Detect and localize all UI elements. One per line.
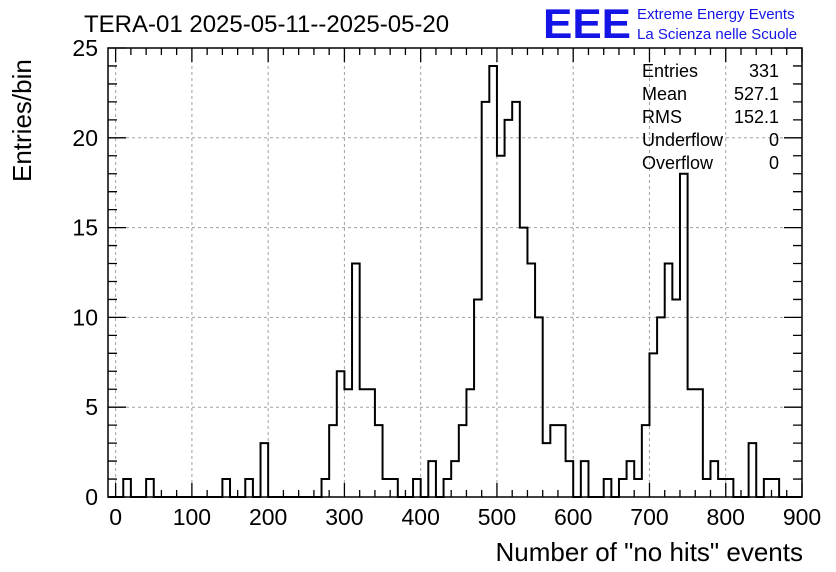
logo-line-1: Extreme Energy Events xyxy=(637,6,795,23)
histogram-bin xyxy=(482,102,490,497)
x-tick-label: 600 xyxy=(554,504,592,530)
histogram-outline xyxy=(108,64,802,498)
histogram-bin xyxy=(619,479,627,497)
histogram-bin xyxy=(566,461,574,497)
histogram-bin xyxy=(718,479,726,497)
histogram-bin xyxy=(322,479,330,497)
stats-value: 0 xyxy=(769,153,779,173)
histogram-bin xyxy=(512,102,520,497)
y-tick-label: 25 xyxy=(72,35,98,61)
x-tick-label: 700 xyxy=(630,504,668,530)
histogram-bin xyxy=(710,461,718,497)
tick-labels: 0 100 200 300 400 500 600 700 800 900 0 5 10 15 20 25 xyxy=(72,35,821,530)
axis-ticks xyxy=(108,47,803,498)
histogram-bin xyxy=(558,425,566,497)
plot-frame xyxy=(107,47,803,498)
histogram-bin xyxy=(413,479,421,497)
histogram-bin xyxy=(329,425,337,497)
histogram-bin xyxy=(627,461,635,497)
histogram-bin xyxy=(390,479,398,497)
histogram-bin xyxy=(520,228,528,497)
x-tick-label: 100 xyxy=(173,504,211,530)
stats-label: Entries xyxy=(642,61,698,81)
histogram-bin xyxy=(703,479,711,497)
tick-marks xyxy=(108,47,803,498)
stats-label: RMS xyxy=(642,107,682,127)
histogram-bin xyxy=(474,299,482,497)
histogram-bin xyxy=(489,66,497,497)
stats-box: Entries 331 Mean 527.1 RMS 152.1 Underflow 0 Ove… xyxy=(642,61,779,173)
histogram-bin xyxy=(497,156,505,497)
histogram-bin xyxy=(764,479,772,497)
histogram-bin xyxy=(543,443,551,497)
x-tick-label: 400 xyxy=(401,504,439,530)
histogram-bin xyxy=(444,479,452,497)
x-tick-label: 0 xyxy=(109,504,122,530)
histogram-bin xyxy=(146,479,154,497)
stats-label: Mean xyxy=(642,84,687,104)
histogram-bin xyxy=(245,479,253,497)
histogram-bin xyxy=(451,461,459,497)
y-tick-label: 20 xyxy=(72,125,98,151)
histogram-bin xyxy=(695,389,703,497)
histogram-bin xyxy=(657,317,665,497)
histogram-bin xyxy=(535,317,543,497)
logo-line-2: La Scienza nelle Scuole xyxy=(637,26,797,43)
histogram-bin xyxy=(581,461,589,497)
histogram-bin xyxy=(459,425,467,497)
y-tick-label: 5 xyxy=(85,394,98,420)
stats-value: 0 xyxy=(769,130,779,150)
histogram-bin xyxy=(428,461,436,497)
histogram-bin xyxy=(375,425,383,497)
histogram-bin xyxy=(634,479,642,497)
histogram-bars xyxy=(108,64,802,498)
chart-title: TERA-01 2025-05-11--2025-05-20 xyxy=(84,11,449,38)
histogram-bin xyxy=(505,120,513,497)
x-tick-label: 300 xyxy=(325,504,363,530)
histogram-bin xyxy=(665,264,673,497)
eee-logo: EEE Extreme Energy Events La Scienza nel… xyxy=(543,0,797,47)
histogram-bin xyxy=(344,389,352,497)
histogram-bin xyxy=(466,389,474,497)
histogram-bin xyxy=(642,425,650,497)
histogram-bin xyxy=(222,479,230,497)
histogram-bin xyxy=(680,174,688,497)
histogram-bin xyxy=(367,389,375,497)
histogram-bin xyxy=(604,479,612,497)
stats-value: 152.1 xyxy=(734,107,779,127)
x-tick-label: 200 xyxy=(249,504,287,530)
histogram-bin xyxy=(527,264,535,497)
histogram-bin xyxy=(726,479,734,497)
x-tick-label: 800 xyxy=(707,504,745,530)
stats-value: 527.1 xyxy=(734,84,779,104)
histogram-bin xyxy=(360,389,368,497)
histogram-bin xyxy=(352,264,360,497)
histogram-bin xyxy=(261,443,269,497)
x-axis-label: Number of "no hits" events xyxy=(496,537,804,567)
stats-label: Overflow xyxy=(642,153,714,173)
x-tick-label: 900 xyxy=(783,504,821,530)
histogram-bin xyxy=(123,479,131,497)
logo-mark: EEE xyxy=(543,0,631,47)
stats-label: Underflow xyxy=(642,130,724,150)
histogram-bin xyxy=(383,479,391,497)
y-tick-label: 10 xyxy=(72,304,98,330)
histogram-bin xyxy=(771,479,779,497)
y-axis-label: Entries/bin xyxy=(7,59,37,182)
y-tick-label: 0 xyxy=(85,484,98,510)
histogram-bin xyxy=(337,371,345,497)
histogram-bin xyxy=(672,299,680,497)
stats-value: 331 xyxy=(749,61,779,81)
histogram-bin xyxy=(649,353,657,497)
y-tick-label: 15 xyxy=(72,215,98,241)
histogram-bin xyxy=(688,389,696,497)
histogram-bin xyxy=(550,425,558,497)
histogram-bin xyxy=(749,443,757,497)
x-tick-label: 500 xyxy=(478,504,516,530)
